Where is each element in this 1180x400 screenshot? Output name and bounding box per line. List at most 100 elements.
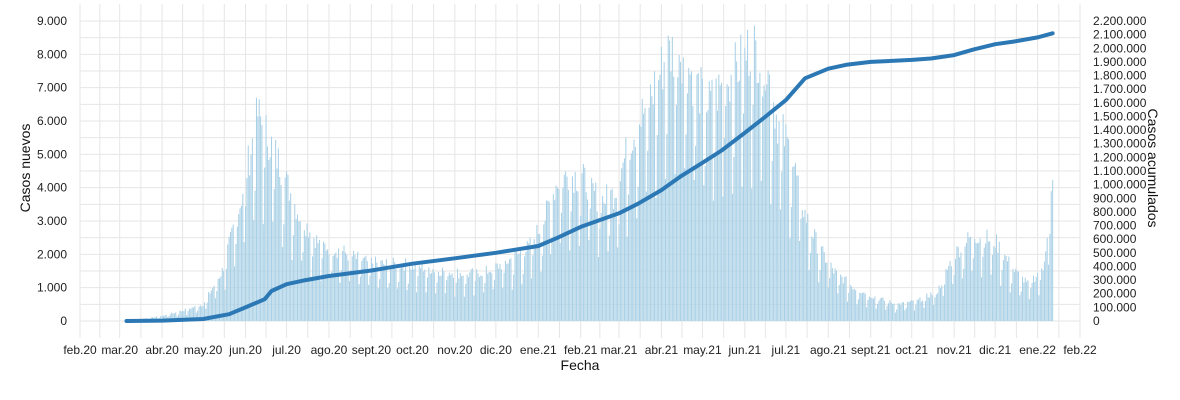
new-cases-bar [911,300,913,321]
left-axis-title: Casos nuevos [17,124,33,213]
new-cases-bar [825,262,827,321]
new-cases-bar [695,145,697,321]
new-cases-bar [296,214,299,321]
new-cases-bar [744,47,746,321]
new-cases-bar [667,35,669,322]
right-axis-tick-label: 200.000 [1093,287,1137,301]
new-cases-bar [800,218,802,321]
new-cases-bar [804,209,806,321]
new-cases-bar [214,298,216,321]
new-cases-bar [225,268,227,321]
new-cases-bar [643,113,645,322]
new-cases-bar [842,283,844,321]
new-cases-bar [198,306,200,321]
new-cases-bar [577,191,579,321]
new-cases-bar [369,275,371,321]
new-cases-bar [632,150,634,321]
new-cases-bar [1031,282,1033,321]
new-cases-bar [478,277,480,321]
new-cases-bar [660,46,662,321]
new-cases-bar [964,246,966,321]
new-cases-bar [585,192,587,321]
new-cases-bar [232,224,234,321]
new-cases-bar [240,205,242,321]
new-cases-bar [411,263,413,321]
new-cases-bar [563,174,565,321]
new-cases-bar [514,251,516,321]
new-cases-bar [487,273,489,321]
new-cases-bar [659,74,661,321]
new-cases-bar [604,204,606,321]
new-cases-bar [993,246,995,321]
right-axis-ticks: 0100.000200.000300.000400.000500.000600.… [1093,14,1147,328]
new-cases-bar [948,266,950,321]
new-cases-bar [844,277,846,321]
new-cases-bar [526,241,528,321]
new-cases-bar [827,287,829,321]
new-cases-bars [127,25,1054,322]
new-cases-bar [517,254,519,321]
new-cases-bar [714,156,716,321]
new-cases-bar [908,301,910,321]
new-cases-bar [250,154,252,321]
new-cases-bar [1027,280,1029,321]
new-cases-bar [859,292,861,321]
new-cases-bar [846,301,848,321]
new-cases-bar [848,292,850,321]
new-cases-bar [162,316,164,321]
x-axis-tick-label: abr.20 [145,343,179,357]
new-cases-bar [491,273,493,321]
new-cases-bar [510,258,512,321]
new-cases-bar [384,265,386,321]
new-cases-bar [400,263,402,321]
new-cases-bar [970,236,972,321]
new-cases-bar [926,293,928,321]
x-axis-tick-label: may.21 [683,343,722,357]
new-cases-bar [732,193,734,321]
new-cases-bar [837,293,839,321]
left-axis-tick-label: 2.000 [37,247,67,261]
new-cases-bar [543,224,545,321]
new-cases-bar [451,273,453,321]
new-cases-bar [212,287,214,321]
new-cases-bar [600,212,602,321]
x-axis-tick-label: jun.20 [228,343,262,357]
new-cases-bar [234,266,236,321]
new-cases-bar [210,290,212,321]
new-cases-bar [348,281,351,321]
new-cases-bar [224,289,226,321]
new-cases-bar [886,305,888,321]
new-cases-bar [273,189,275,321]
new-cases-bar [764,90,766,322]
new-cases-bar [841,276,843,321]
new-cases-bar [861,293,864,321]
new-cases-bar [558,189,560,321]
new-cases-bar [1001,270,1003,321]
new-cases-bar [708,81,710,321]
new-cases-bar [362,258,364,321]
new-cases-bar [235,244,237,321]
new-cases-bar [719,85,721,322]
right-axis-tick-label: 2.200.000 [1093,14,1147,28]
new-cases-bar [937,293,939,321]
new-cases-bar [1015,268,1017,321]
new-cases-bar [957,247,959,321]
new-cases-bar [777,143,779,321]
new-cases-bar [879,298,881,321]
new-cases-bar [893,303,895,321]
new-cases-bar [552,194,554,321]
new-cases-bar [358,284,360,321]
left-axis-tick-label: 9.000 [37,14,67,28]
new-cases-bar [778,121,780,321]
new-cases-bar [540,271,542,321]
new-cases-bar [1024,277,1026,321]
new-cases-bar [221,268,223,321]
new-cases-bar [866,307,868,321]
new-cases-bar [644,107,646,321]
new-cases-bar [785,124,787,321]
new-cases-bar [433,272,435,321]
new-cases-bar [175,312,177,321]
new-cases-bar [675,104,677,322]
new-cases-bar [756,82,758,321]
new-cases-bar [570,211,572,321]
